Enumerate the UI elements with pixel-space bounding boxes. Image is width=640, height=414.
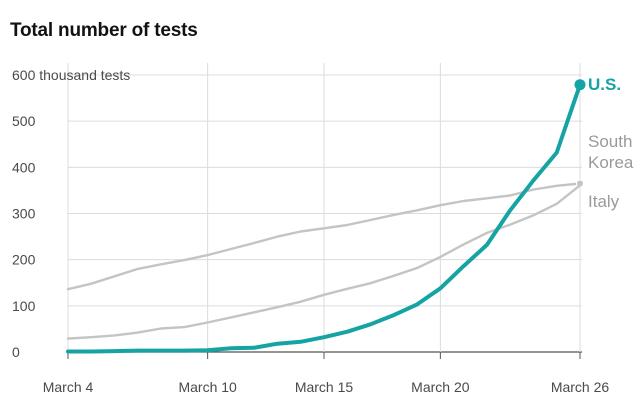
series-label-south-korea: Korea (588, 153, 634, 172)
series-line-south-korea (66, 182, 582, 291)
x-tick-label: March 10 (178, 379, 237, 395)
x-tick-label: March 15 (295, 379, 354, 395)
series-layer (66, 79, 586, 354)
y-tick-label: 400 (12, 159, 36, 175)
y-tick-label: 300 (12, 206, 36, 222)
series-line-u-s (66, 82, 582, 354)
series-label-south-korea: South (588, 132, 632, 151)
grid-layer (67, 63, 582, 359)
x-axis-ticks: March 4 March 10 March 15 March 20 March 26 (43, 379, 610, 395)
series-label-italy: Italy (588, 192, 620, 211)
y-tick-label: 0 (12, 344, 20, 360)
y-tick-label: 100 (12, 298, 36, 314)
y-tick-label: 200 (12, 252, 36, 268)
y-axis-ticks: 600 thousand tests 500 400 300 200 100 0 (12, 67, 130, 360)
series-label-u-s: U.S. (588, 75, 621, 94)
series-end-dot (574, 79, 586, 91)
x-tick-label: March 20 (411, 379, 470, 395)
y-tick-label: 500 (12, 113, 36, 129)
chart-title: Total number of tests (10, 20, 198, 41)
x-tick-label: March 26 (551, 379, 610, 395)
y-tick-label: 600 thousand tests (12, 67, 130, 83)
x-tick-label: March 4 (43, 379, 94, 395)
series-labels: South Korea Italy U.S. (588, 75, 634, 211)
